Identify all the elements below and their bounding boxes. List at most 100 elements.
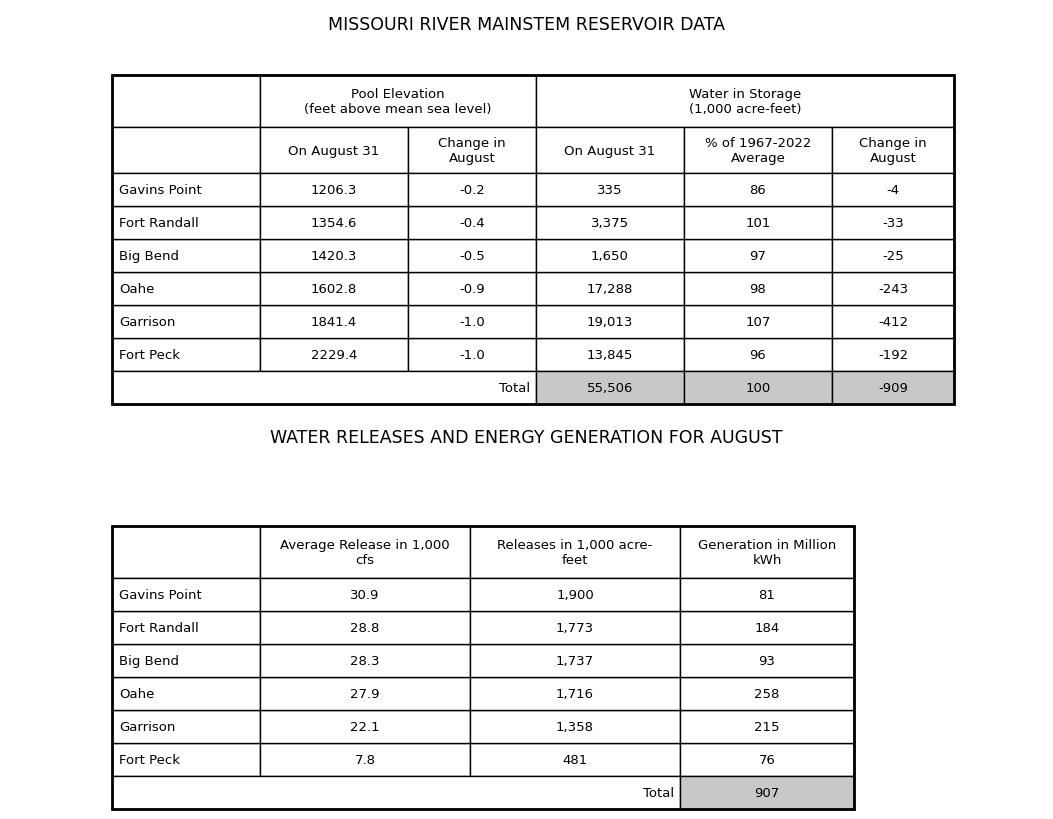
Text: 93: 93 (758, 654, 775, 667)
Text: 1,358: 1,358 (556, 720, 594, 733)
Bar (408, 206, 536, 240)
Text: 86: 86 (750, 183, 767, 197)
Bar (260, 578, 470, 611)
Text: 76: 76 (758, 753, 775, 766)
Bar (260, 645, 470, 677)
Text: 28.3: 28.3 (351, 654, 380, 667)
Bar (832, 206, 954, 240)
Text: 3,375: 3,375 (591, 217, 629, 229)
Bar (408, 174, 536, 206)
Text: -33: -33 (882, 217, 903, 229)
Bar (680, 776, 854, 809)
Text: Fort Peck: Fort Peck (119, 753, 180, 766)
Text: -192: -192 (878, 349, 908, 361)
Bar (112, 338, 260, 372)
Bar (470, 611, 680, 645)
Bar (260, 338, 408, 372)
Bar (470, 743, 680, 776)
Text: 19,013: 19,013 (587, 315, 633, 328)
Text: 1841.4: 1841.4 (311, 315, 357, 328)
Bar (260, 677, 470, 710)
Bar (260, 128, 408, 174)
Text: Gavins Point: Gavins Point (119, 183, 202, 197)
Text: -412: -412 (878, 315, 908, 328)
Text: 55,506: 55,506 (587, 382, 633, 395)
Bar (684, 273, 832, 305)
Text: -909: -909 (878, 382, 908, 395)
Bar (536, 372, 684, 405)
Bar (832, 338, 954, 372)
Text: 258: 258 (754, 687, 779, 700)
Bar (536, 273, 684, 305)
Text: -0.2: -0.2 (459, 183, 484, 197)
Bar (470, 645, 680, 677)
Text: Water in Storage
(1,000 acre-feet): Water in Storage (1,000 acre-feet) (689, 88, 801, 115)
Text: 81: 81 (758, 588, 775, 601)
Text: 1,900: 1,900 (556, 588, 594, 601)
Text: 27.9: 27.9 (351, 687, 380, 700)
Text: 1,716: 1,716 (556, 687, 594, 700)
Bar (260, 76, 536, 128)
Text: 1602.8: 1602.8 (311, 283, 357, 296)
Text: 107: 107 (746, 315, 771, 328)
Bar (536, 174, 684, 206)
Bar (112, 677, 260, 710)
Bar (112, 76, 954, 405)
Bar (112, 372, 536, 405)
Text: 2229.4: 2229.4 (311, 349, 357, 361)
Text: 100: 100 (746, 382, 771, 395)
Bar (112, 305, 260, 338)
Bar (536, 76, 954, 128)
Bar (536, 128, 684, 174)
Text: 22.1: 22.1 (351, 720, 380, 733)
Text: 1,773: 1,773 (556, 622, 594, 634)
Bar (832, 372, 954, 405)
Bar (112, 776, 680, 809)
Text: WATER RELEASES AND ENERGY GENERATION FOR AUGUST: WATER RELEASES AND ENERGY GENERATION FOR… (270, 428, 782, 446)
Text: -1.0: -1.0 (459, 349, 484, 361)
Bar (680, 645, 854, 677)
Text: 184: 184 (754, 622, 779, 634)
Bar (680, 527, 854, 578)
Text: -1.0: -1.0 (459, 315, 484, 328)
Bar (260, 206, 408, 240)
Text: 98: 98 (750, 283, 767, 296)
Bar (260, 611, 470, 645)
Bar (832, 273, 954, 305)
Text: Gavins Point: Gavins Point (119, 588, 202, 601)
Text: Change in
August: Change in August (859, 137, 927, 165)
Bar (470, 578, 680, 611)
Bar (832, 305, 954, 338)
Bar (832, 128, 954, 174)
Bar (260, 710, 470, 743)
Text: 28.8: 28.8 (351, 622, 380, 634)
Text: Big Bend: Big Bend (119, 654, 179, 667)
Bar (470, 710, 680, 743)
Text: Pool Elevation
(feet above mean sea level): Pool Elevation (feet above mean sea leve… (304, 88, 492, 115)
Text: -25: -25 (882, 250, 903, 263)
Text: -0.4: -0.4 (459, 217, 484, 229)
Bar (260, 273, 408, 305)
Text: 30.9: 30.9 (351, 588, 380, 601)
Text: 13,845: 13,845 (587, 349, 633, 361)
Bar (684, 206, 832, 240)
Text: Total: Total (643, 786, 674, 799)
Text: 1,737: 1,737 (556, 654, 594, 667)
Bar (112, 743, 260, 776)
Bar (112, 527, 854, 809)
Text: 1354.6: 1354.6 (311, 217, 357, 229)
Bar (112, 645, 260, 677)
Text: Oahe: Oahe (119, 283, 155, 296)
Text: Average Release in 1,000
cfs: Average Release in 1,000 cfs (280, 538, 450, 566)
Bar (408, 128, 536, 174)
Bar (536, 206, 684, 240)
Bar (680, 710, 854, 743)
Bar (260, 527, 470, 578)
Bar (684, 174, 832, 206)
Text: Fort Randall: Fort Randall (119, 217, 199, 229)
Bar (684, 240, 832, 273)
Text: 96: 96 (750, 349, 767, 361)
Bar (680, 611, 854, 645)
Text: Fort Randall: Fort Randall (119, 622, 199, 634)
Text: 97: 97 (750, 250, 767, 263)
